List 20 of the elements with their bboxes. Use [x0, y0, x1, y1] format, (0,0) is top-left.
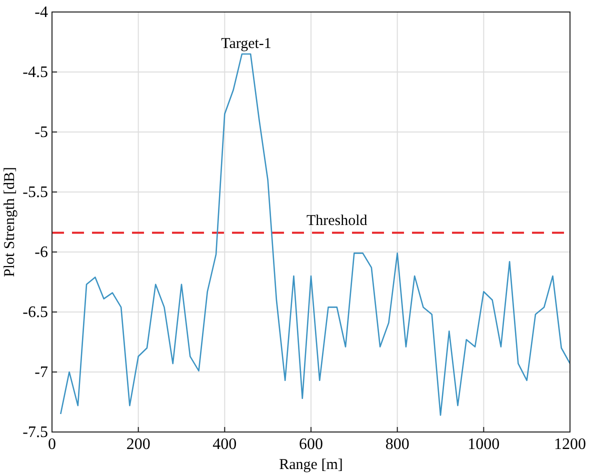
x-tick-label: 800 [385, 436, 410, 453]
x-tick-label: 200 [126, 436, 150, 453]
y-tick-label: -6.5 [22, 304, 48, 321]
y-tick-label: -7 [34, 364, 48, 381]
x-tick-label: 400 [212, 436, 237, 453]
y-tick-label: -6 [34, 244, 48, 261]
y-tick-label: -4.5 [22, 64, 48, 81]
y-tick-label: -5.5 [22, 184, 48, 201]
x-tick-label: 1000 [468, 436, 500, 453]
y-tick-label: -4 [34, 4, 48, 21]
y-axis-title: Plot Strength [dB] [2, 166, 18, 278]
ref-line-label: Threshold [306, 212, 368, 229]
x-axis-title: Range [m] [279, 457, 343, 473]
x-tick-label: 0 [48, 436, 56, 453]
y-tick-label: -7.5 [22, 424, 48, 441]
x-tick-label: 600 [299, 436, 323, 453]
y-tick-label: -5 [34, 124, 48, 141]
x-tick-label: 1200 [554, 436, 586, 453]
annotation: Target-1 [221, 36, 272, 52]
line-series [60, 53, 571, 416]
